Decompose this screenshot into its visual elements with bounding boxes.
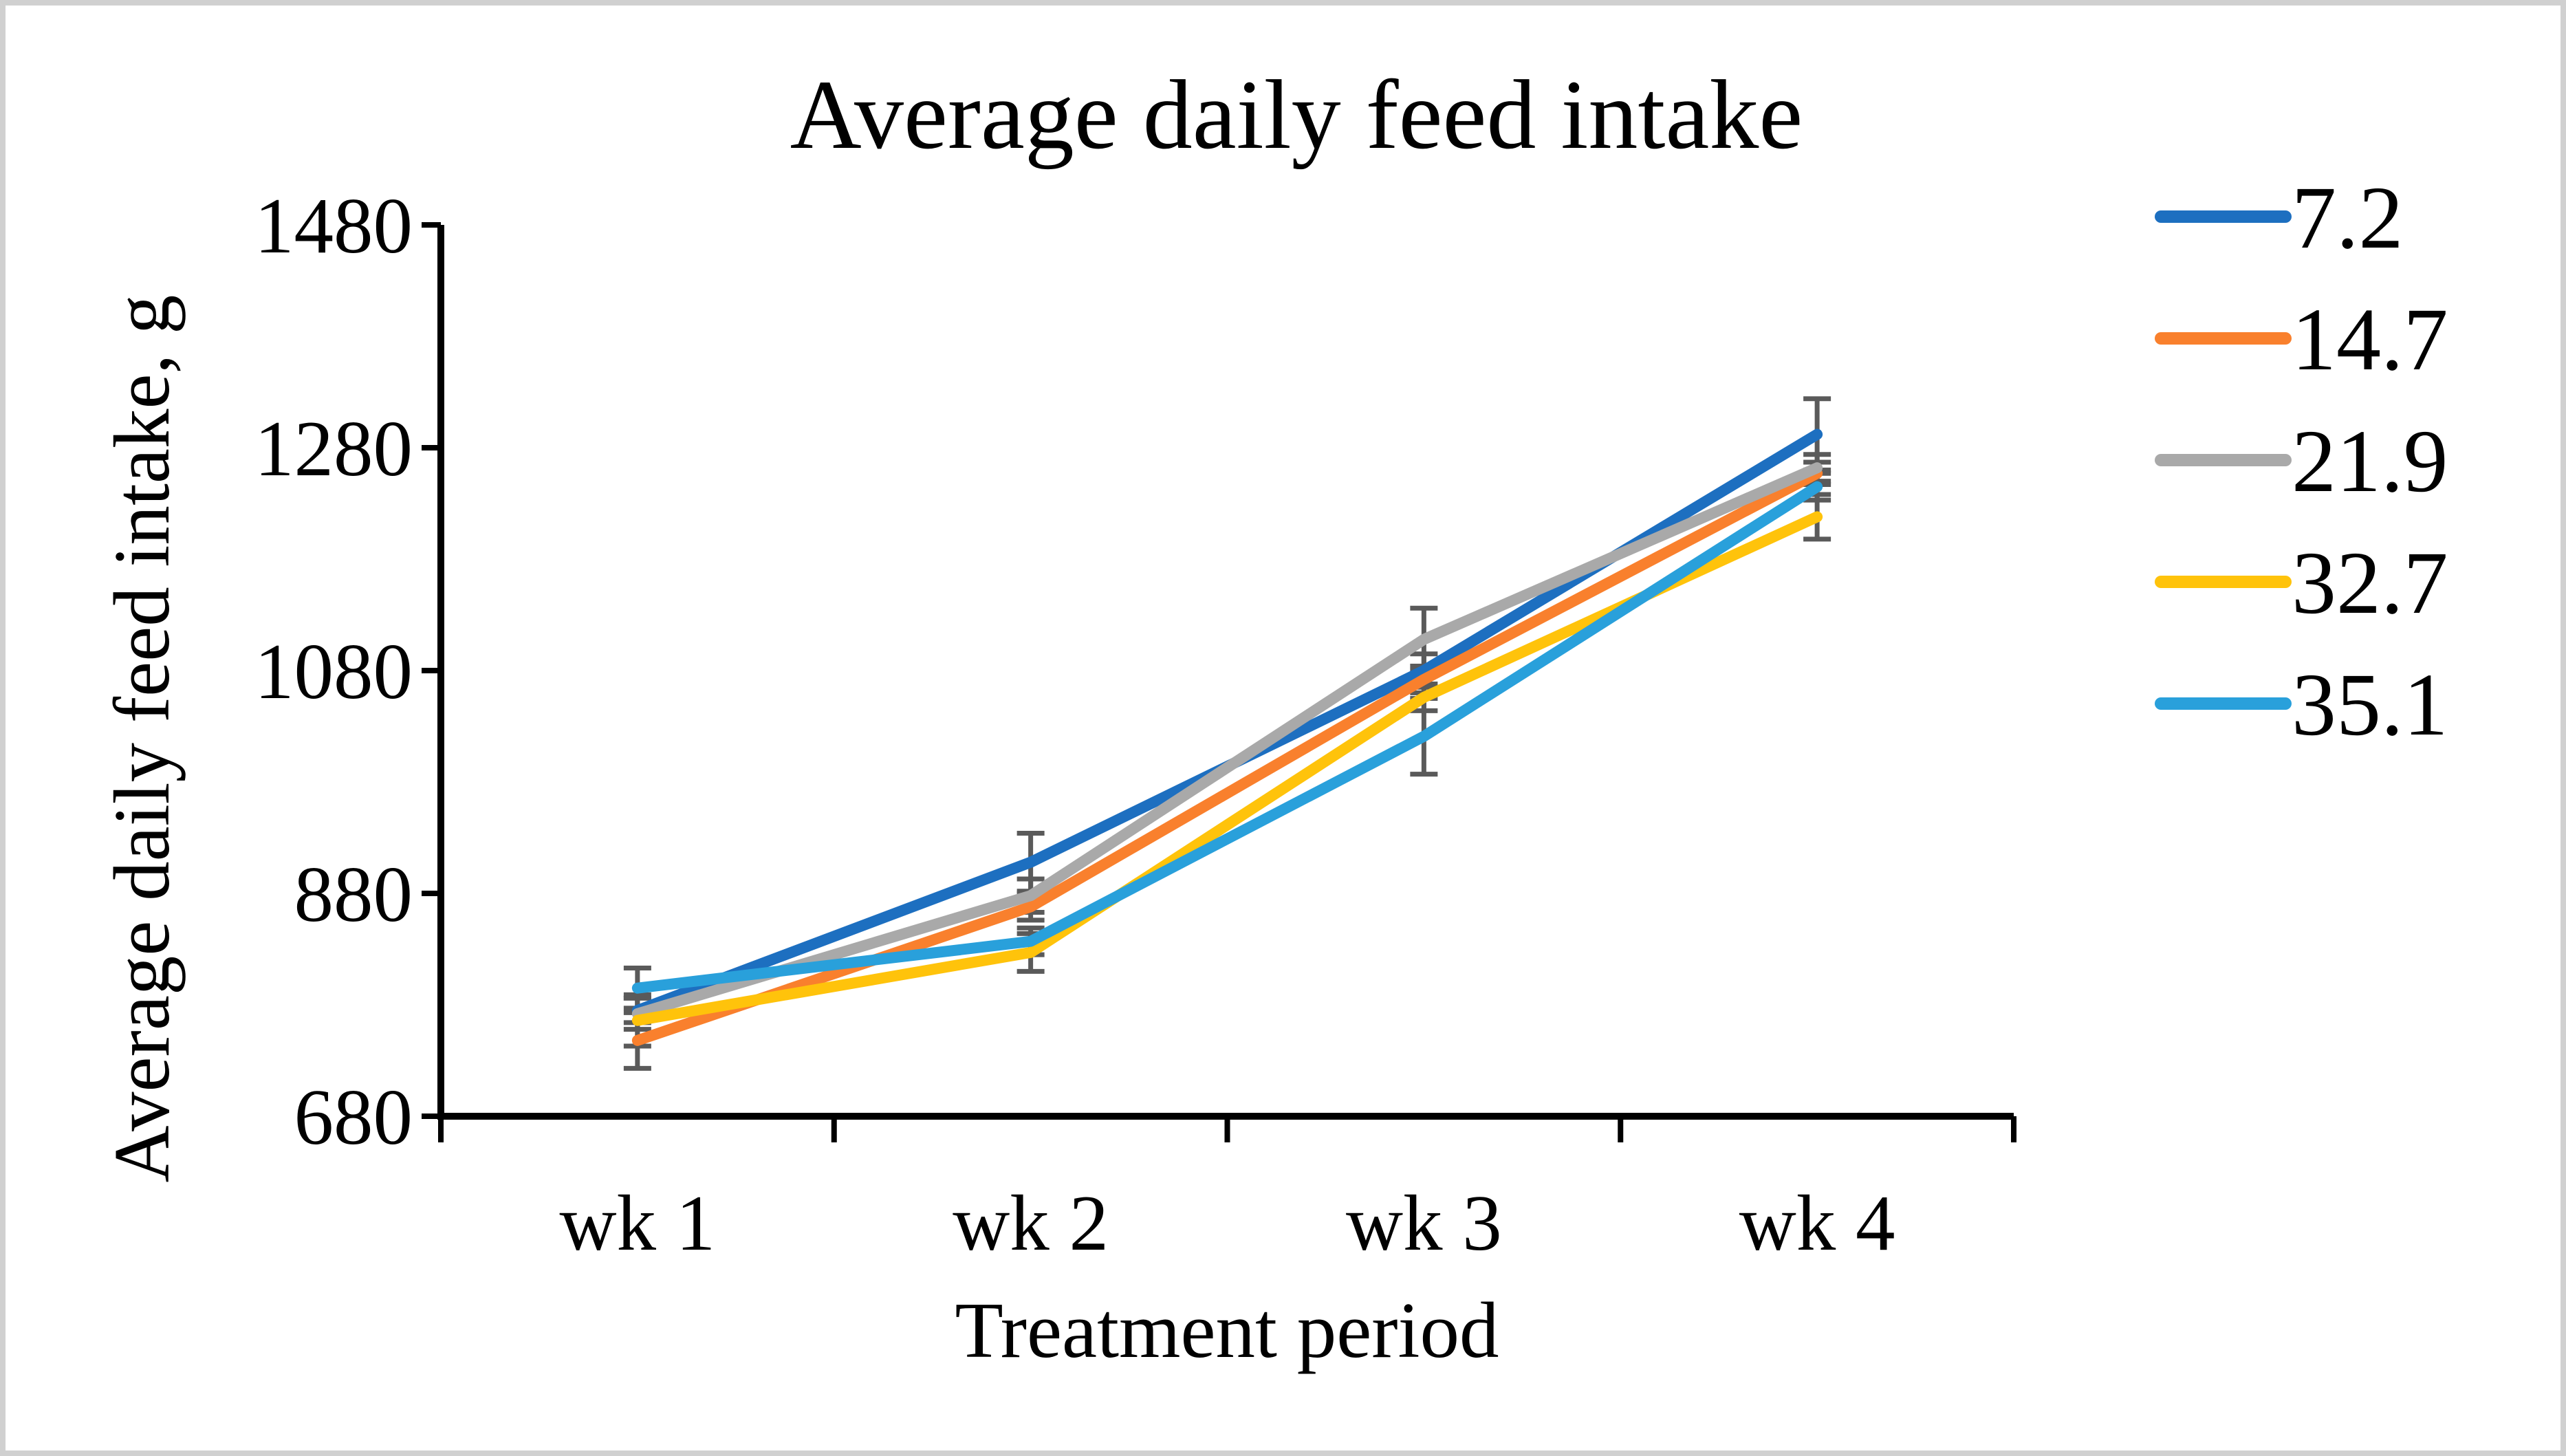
series-line-21.9	[631, 462, 1823, 1019]
legend-label-21.9: 21.9	[2292, 412, 2448, 511]
legend-label-32.7: 32.7	[2292, 534, 2448, 633]
y-tick-label: 680	[294, 1074, 413, 1161]
series-lines-layer	[631, 428, 1823, 1046]
legend-item-32.7: 32.7	[2155, 534, 2448, 633]
x-tick-label: wk 3	[1346, 1180, 1502, 1267]
legend-label-14.7: 14.7	[2292, 290, 2448, 389]
x-tick-label: wk 1	[559, 1180, 715, 1267]
series-line-7.2	[631, 428, 1823, 1017]
legend-item-14.7: 14.7	[2155, 290, 2448, 389]
legend-item-35.1: 35.1	[2155, 655, 2448, 754]
y-tick-label: 880	[294, 851, 413, 938]
tick-labels-layer: 680 880 1080 1280 1480 wk 1 wk 2 wk 3 wk 4	[254, 182, 1895, 1267]
x-axis-title: Treatment period	[955, 1287, 1499, 1374]
y-tick-label: 1280	[254, 405, 413, 492]
chart-title: Average daily feed intake	[790, 61, 1803, 170]
series-line-35.1	[631, 481, 1823, 994]
x-tick-label: wk 4	[1739, 1180, 1895, 1267]
y-tick-label: 1480	[254, 182, 413, 270]
legend-item-21.9: 21.9	[2155, 412, 2448, 511]
x-tick-label: wk 2	[953, 1180, 1109, 1267]
y-tick-label: 1080	[254, 628, 413, 715]
y-axis-title: Average daily feed intake, g	[98, 295, 186, 1183]
axes-layer	[422, 222, 2016, 1142]
legend: 7.2 14.7 21.9 32.7 35.1	[2155, 169, 2448, 754]
legend-label-7.2: 7.2	[2292, 169, 2404, 268]
legend-label-35.1: 35.1	[2292, 655, 2448, 754]
legend-item-7.2: 7.2	[2155, 169, 2404, 268]
series-line-14.7	[631, 468, 1823, 1046]
